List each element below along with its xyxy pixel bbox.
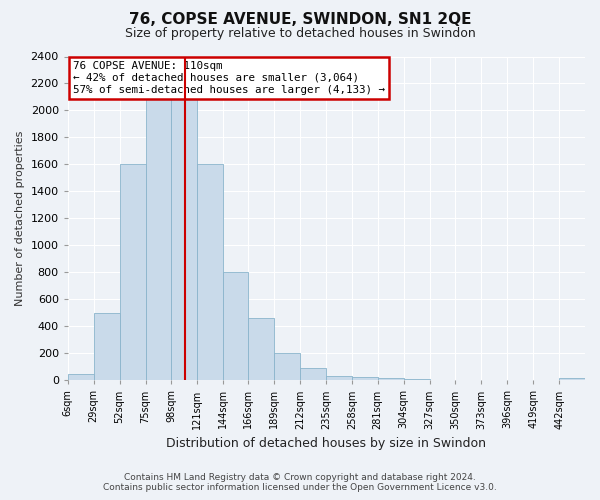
Bar — [248, 318, 274, 380]
Text: 76, COPSE AVENUE, SWINDON, SN1 2QE: 76, COPSE AVENUE, SWINDON, SN1 2QE — [129, 12, 471, 28]
X-axis label: Distribution of detached houses by size in Swindon: Distribution of detached houses by size … — [166, 437, 487, 450]
Bar — [559, 378, 585, 380]
Bar — [300, 368, 326, 380]
Text: Size of property relative to detached houses in Swindon: Size of property relative to detached ho… — [125, 28, 475, 40]
Bar — [274, 354, 300, 380]
Bar — [94, 313, 119, 380]
Bar — [352, 377, 377, 380]
Bar — [326, 376, 352, 380]
Bar — [377, 378, 404, 380]
Text: 76 COPSE AVENUE: 110sqm
← 42% of detached houses are smaller (3,064)
57% of semi: 76 COPSE AVENUE: 110sqm ← 42% of detache… — [73, 62, 385, 94]
Bar — [197, 164, 223, 380]
Bar — [172, 70, 197, 380]
Bar — [146, 70, 172, 380]
Y-axis label: Number of detached properties: Number of detached properties — [15, 130, 25, 306]
Bar — [223, 272, 248, 380]
Bar — [119, 164, 146, 380]
Text: Contains HM Land Registry data © Crown copyright and database right 2024.
Contai: Contains HM Land Registry data © Crown c… — [103, 473, 497, 492]
Bar — [68, 374, 94, 380]
Bar — [404, 379, 430, 380]
